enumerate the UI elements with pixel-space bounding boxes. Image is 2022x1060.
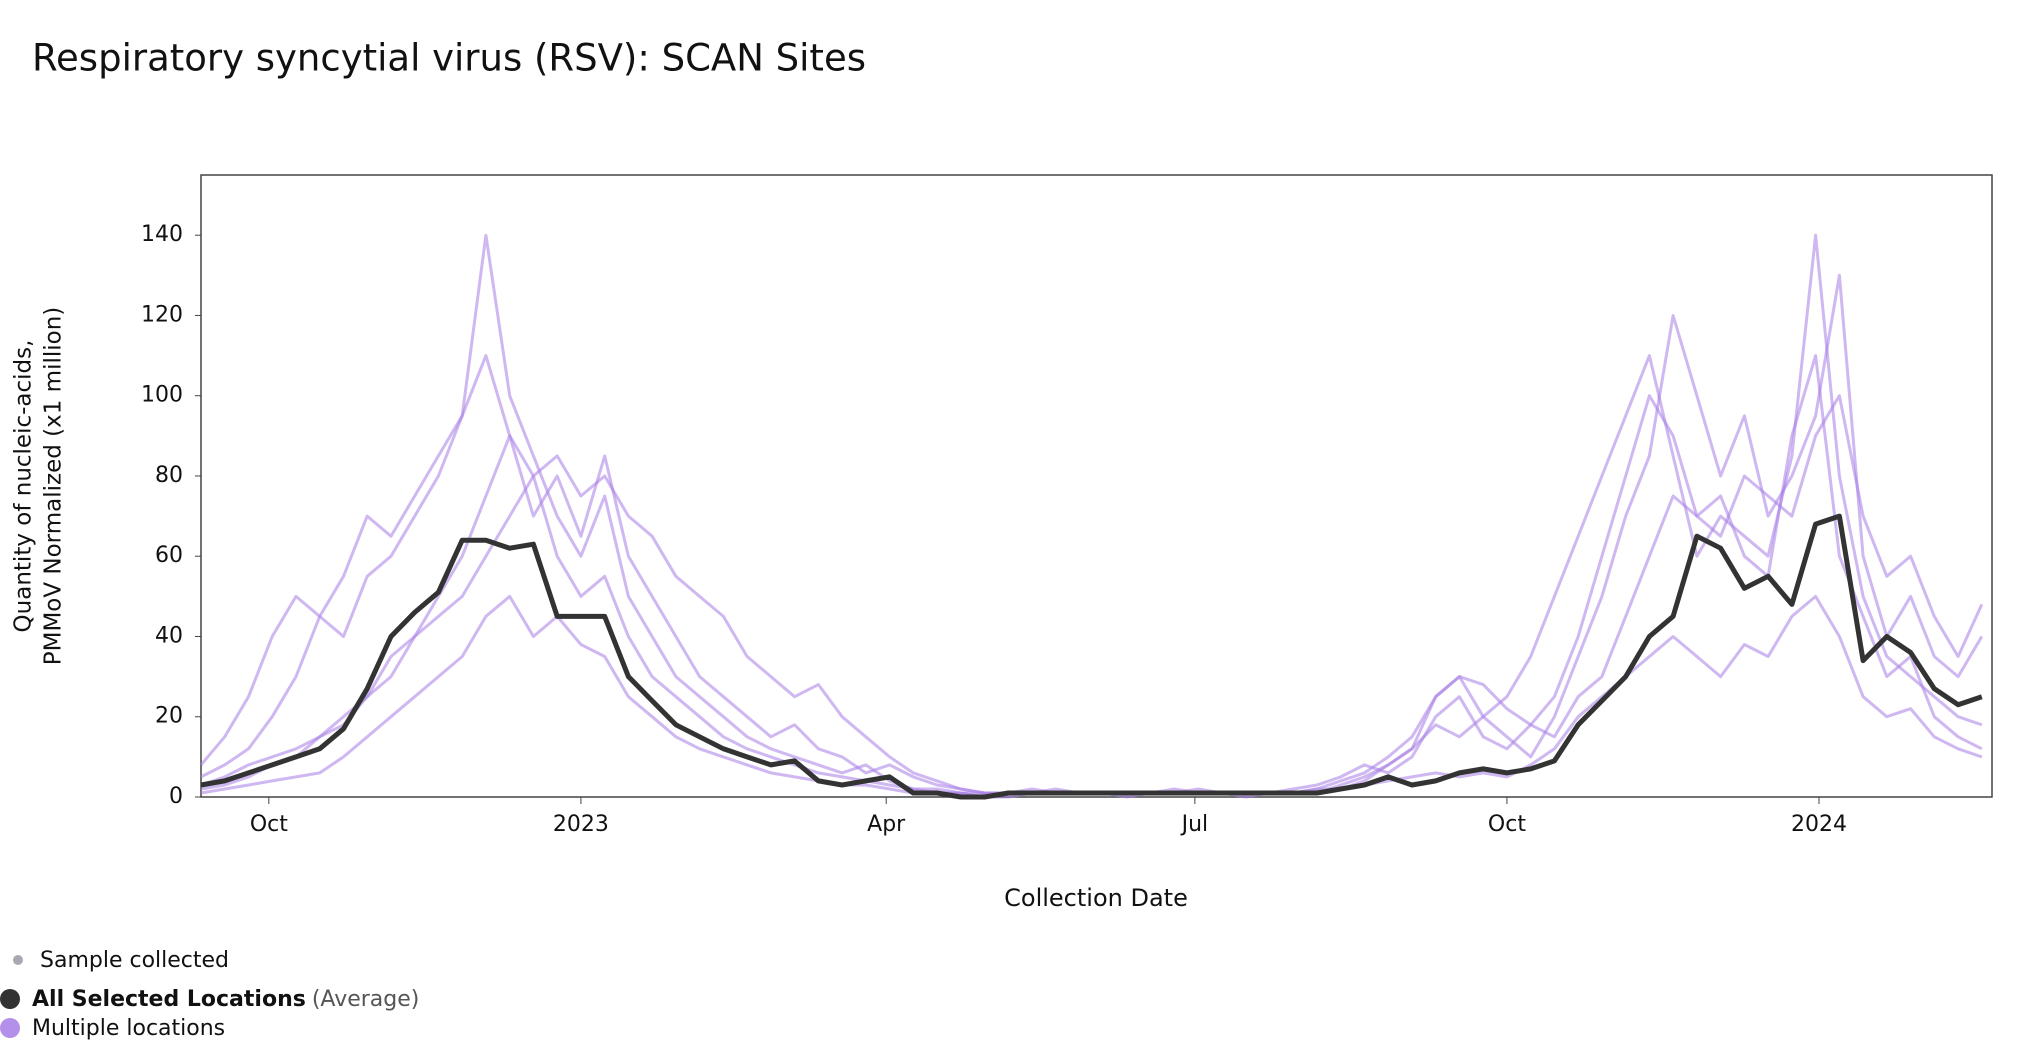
y-tick-label: 120: [141, 302, 183, 327]
y-tick-label: 40: [155, 623, 183, 648]
y-tick-label: 140: [141, 222, 183, 247]
legend-label: Multiple locations: [32, 1016, 225, 1041]
y-tick-label: 80: [155, 463, 183, 488]
location-line: [200, 594, 1983, 799]
location-line: [200, 233, 1983, 799]
average-line: [200, 513, 1983, 800]
y-axis-title-line: PMMoV Normalized (x1 million): [41, 307, 67, 666]
y-tick-label: 0: [169, 784, 183, 809]
x-tick-label: Jul: [1180, 812, 1209, 837]
legend: Sample collected All Selected Locations (A…: [0, 948, 419, 1041]
legend-label: Sample collected: [40, 948, 229, 973]
x-tick-label: 2024: [1791, 812, 1847, 837]
legend-swatch: [0, 1018, 20, 1038]
legend-swatch: [0, 989, 20, 1009]
y-tick-label: 60: [155, 543, 183, 568]
y-axis-title-line: Quantity of nucleic-acids,: [11, 340, 37, 633]
x-tick-label: 2023: [553, 812, 609, 837]
legend-swatch: [13, 955, 23, 965]
legend-label: All Selected Locations (Average): [32, 987, 419, 1012]
location-line: [199, 233, 1983, 795]
legend-name: All Selected Locations: [32, 987, 306, 1012]
x-tick-label: Oct: [1488, 812, 1526, 837]
plot-area: [199, 233, 1984, 800]
y-tick-label: 20: [155, 704, 183, 729]
x-tick-label: Apr: [867, 812, 906, 837]
legend-note: (Average): [312, 987, 420, 1012]
legend-name: Multiple locations: [32, 1016, 225, 1041]
location-line: [200, 273, 1984, 799]
y-axis-title: Quantity of nucleic-acids, PMMoV Normali…: [11, 307, 67, 666]
y-tick-label: 100: [141, 383, 183, 408]
plot-frame: [200, 174, 1993, 798]
x-tick-label: Oct: [250, 812, 288, 837]
x-axis-title: Collection Date: [1004, 884, 1188, 912]
chart-title: Respiratory syncytial virus (RSV): SCAN …: [32, 37, 866, 80]
